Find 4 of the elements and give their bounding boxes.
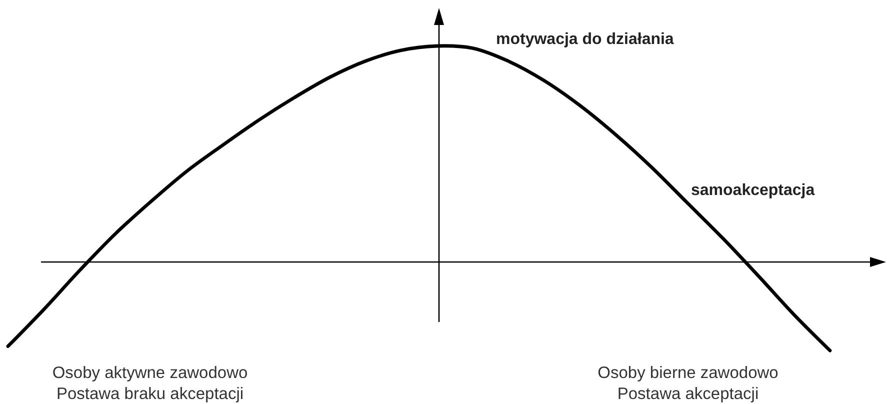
text: Osoby aktywne zawodowo Postawa braku akceptacji: [52, 364, 248, 403]
text: Osoby bierne zawodowo Postawa akceptacji: [598, 364, 778, 403]
x-axis-title: samoakceptacja: [691, 182, 815, 199]
y-axis-title: motywacja do działania: [496, 31, 674, 48]
